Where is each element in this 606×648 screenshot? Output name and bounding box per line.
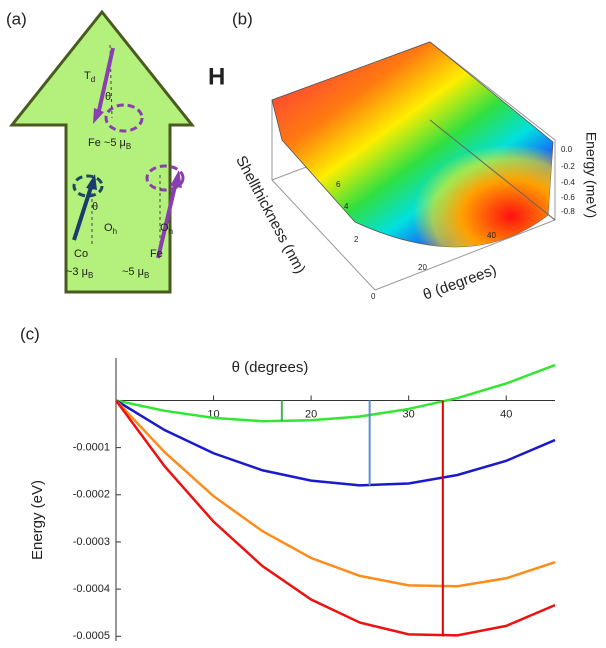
z-tick-label: -0.2 bbox=[561, 162, 575, 171]
text: Fe ~5 μ bbox=[88, 137, 126, 149]
field-label: H bbox=[208, 63, 225, 90]
moment-arrow bbox=[72, 183, 94, 241]
y-tick-label: -0.0004 bbox=[73, 583, 110, 595]
text: O bbox=[160, 222, 169, 234]
z-tick-label: 0.0 bbox=[561, 145, 573, 154]
orbit bbox=[145, 164, 185, 192]
moment-label: Fe ~5 μB bbox=[88, 137, 131, 151]
angle-label: θ bbox=[105, 91, 111, 103]
box-edge bbox=[429, 119, 556, 221]
moment-arrow bbox=[156, 181, 178, 259]
angle-label: θ bbox=[92, 201, 98, 213]
series-line bbox=[115, 399, 556, 588]
orbit bbox=[104, 103, 144, 133]
y-tick-label: 6 bbox=[336, 180, 341, 189]
site-label: Oh bbox=[104, 222, 117, 236]
y-tick-label: 2 bbox=[354, 235, 359, 244]
y-tick-label: 0 bbox=[371, 292, 376, 301]
energy-surface-shade bbox=[272, 42, 553, 247]
text: B bbox=[126, 142, 131, 151]
x-axis-label: θ (degrees) bbox=[232, 359, 309, 376]
field-arrow bbox=[8, 9, 196, 294]
x-tick-label: 20 bbox=[418, 263, 427, 272]
panel-label: (a) bbox=[6, 9, 27, 28]
y-tick-label: -0.0005 bbox=[73, 630, 110, 642]
panel-a: (a) H Td θ Fe ~5 μB θ Oh Oh Co ~3 μB Fe … bbox=[6, 9, 225, 294]
site-label: Td bbox=[84, 70, 95, 84]
orbit bbox=[72, 174, 104, 198]
y-tick-label: -0.0002 bbox=[73, 489, 110, 501]
series-line bbox=[114, 399, 556, 637]
text: O bbox=[104, 222, 113, 234]
x-tick-label: 40 bbox=[487, 231, 496, 240]
text: T bbox=[84, 70, 91, 82]
panel-label: (c) bbox=[20, 324, 40, 343]
x-tick-label: 40 bbox=[500, 408, 512, 420]
y-tick-label: -0.0003 bbox=[73, 536, 110, 548]
moment-label: ~3 μB bbox=[66, 266, 93, 280]
z-tick-label: -0.4 bbox=[561, 178, 575, 187]
moment-arrow bbox=[96, 47, 115, 116]
z-tick-label: -0.8 bbox=[561, 207, 575, 216]
panel-c: (c) θ (degrees) Energy (eV) -0.0001 -0.00… bbox=[20, 324, 556, 642]
x-tick-label: 30 bbox=[403, 408, 415, 420]
text: d bbox=[91, 75, 95, 84]
panel-label: (b) bbox=[232, 9, 253, 28]
text: ~5 μ bbox=[122, 266, 144, 278]
site-label: Oh bbox=[160, 222, 173, 236]
panel-b: (b) 0.0 -0.2 -0.4 -0.6 -0.8 Energy (meV)… bbox=[232, 9, 599, 303]
ion-label: Co bbox=[74, 248, 88, 260]
text: ~3 μ bbox=[66, 266, 88, 278]
text: h bbox=[169, 227, 173, 236]
series-line bbox=[115, 399, 556, 487]
y-tick-label: -0.0001 bbox=[73, 442, 110, 454]
ion-label: Fe bbox=[150, 248, 163, 260]
text: h bbox=[113, 227, 117, 236]
arrow-head bbox=[170, 170, 182, 188]
box bbox=[271, 41, 556, 291]
arrow-head bbox=[93, 108, 104, 124]
series-line bbox=[115, 363, 556, 423]
y-axis-label: Shellthickness (nm) bbox=[232, 153, 308, 277]
text: B bbox=[144, 271, 149, 280]
arrow-head bbox=[86, 174, 97, 190]
x-tick-label: 20 bbox=[305, 408, 317, 420]
z-axis-label: Energy (meV) bbox=[583, 132, 599, 218]
text: B bbox=[88, 271, 93, 280]
y-axis-label: Energy (eV) bbox=[29, 480, 46, 560]
moment-label: ~5 μB bbox=[122, 266, 149, 280]
z-tick-label: -0.6 bbox=[561, 193, 575, 202]
y-tick-label: 4 bbox=[344, 202, 349, 211]
